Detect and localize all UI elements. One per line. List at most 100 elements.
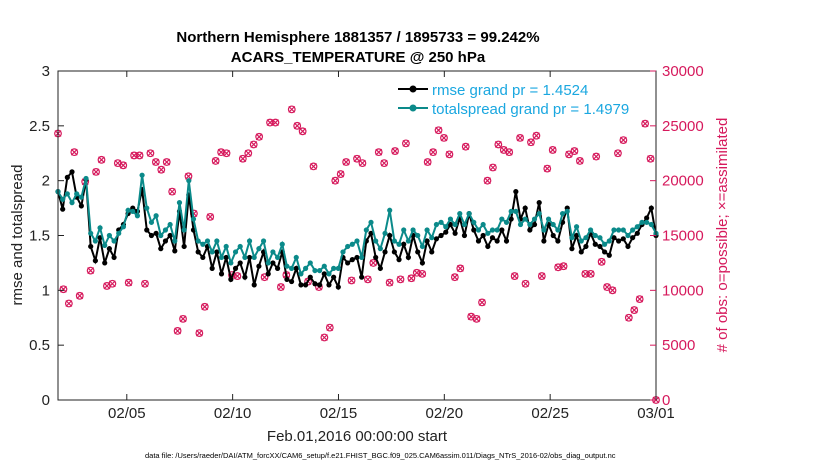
totalspread-point bbox=[611, 227, 617, 233]
obs-possible-point bbox=[162, 158, 171, 166]
obs-possible-point bbox=[635, 295, 644, 304]
rmse-point bbox=[237, 260, 243, 266]
totalspread-point bbox=[298, 271, 304, 277]
obs-possible-point bbox=[586, 269, 595, 278]
rmse-point bbox=[471, 227, 477, 233]
totalspread-point bbox=[457, 210, 463, 217]
rmse-point bbox=[433, 236, 440, 242]
totalspread-point bbox=[587, 227, 594, 233]
obs-possible-point bbox=[407, 274, 416, 283]
obs-possible-point bbox=[369, 259, 378, 267]
obs-possible-point bbox=[358, 159, 367, 168]
rmse-point bbox=[527, 227, 533, 233]
rmse-point bbox=[223, 254, 229, 261]
obs-possible-point bbox=[548, 146, 557, 154]
obs-possible-point bbox=[537, 272, 546, 280]
rmse-point bbox=[69, 169, 75, 175]
series-totalspread bbox=[55, 172, 659, 277]
totalspread-point bbox=[190, 216, 197, 222]
obs-possible-point bbox=[565, 150, 573, 159]
obs-possible-point bbox=[347, 276, 356, 285]
totalspread-point bbox=[401, 227, 407, 233]
rmse-point bbox=[298, 282, 304, 288]
rmse-point bbox=[616, 238, 622, 244]
totalspread-point bbox=[195, 238, 201, 244]
rmse-point bbox=[522, 205, 528, 211]
obs-assimilated-point bbox=[152, 158, 160, 166]
totalspread-point bbox=[345, 243, 351, 250]
totalspread-point bbox=[354, 238, 360, 244]
obs-possible-point bbox=[266, 118, 274, 127]
totalspread-point bbox=[616, 227, 622, 233]
obs-assimilated-point bbox=[174, 327, 182, 335]
rmse-point bbox=[274, 265, 281, 271]
obs-assimilated-point bbox=[614, 149, 622, 157]
obs-possible-point bbox=[353, 154, 361, 163]
obs-assimilated-point bbox=[522, 280, 529, 288]
obs-assimilated-point bbox=[244, 149, 252, 157]
y-axis-label-right: # of obs: o=possible; ×=assimilated bbox=[714, 118, 731, 353]
x-axis: 02/05 02/10 02/15 02/20 02/25 03/01 bbox=[108, 71, 675, 422]
obs-possible-point bbox=[249, 140, 258, 149]
rmse-point bbox=[246, 254, 253, 261]
obs-possible-point bbox=[619, 136, 628, 144]
rmse-point bbox=[64, 174, 70, 180]
y-right-tick-label: 5000 bbox=[662, 337, 695, 354]
rmse-point bbox=[307, 274, 313, 280]
rmse-point bbox=[550, 232, 556, 239]
totalspread-point bbox=[377, 246, 383, 252]
obs-assimilated-point bbox=[527, 138, 535, 146]
obs-possible-point bbox=[75, 291, 84, 300]
totalspread-point bbox=[545, 216, 552, 222]
rmse-point bbox=[508, 216, 514, 222]
rmse-point bbox=[218, 271, 225, 277]
obs-assimilated-point bbox=[456, 264, 464, 272]
y-right-tick-label: 0 bbox=[662, 392, 670, 409]
totalspread-point bbox=[172, 238, 178, 244]
totalspread-point bbox=[419, 243, 426, 250]
rmse-point bbox=[60, 206, 66, 212]
obs-assimilated-point bbox=[397, 275, 404, 283]
obs-possible-point bbox=[195, 329, 204, 338]
obs-possible-point bbox=[434, 126, 443, 135]
obs-assimilated-point bbox=[266, 119, 274, 126]
totalspread-point bbox=[517, 221, 524, 228]
obs-assimilated-point bbox=[233, 272, 241, 280]
x-tick-label: 03/01 bbox=[637, 405, 675, 422]
y-axis-right: 0 5000 10000 15000 20000 25000 30000 bbox=[650, 63, 704, 409]
obs-possible-point bbox=[179, 314, 187, 323]
obs-possible-point bbox=[608, 286, 617, 295]
rmse-point bbox=[326, 282, 332, 288]
obs-possible-point bbox=[233, 272, 242, 280]
totalspread-point bbox=[237, 243, 243, 250]
legend-spread-marker bbox=[409, 104, 417, 112]
totalspread-point bbox=[92, 238, 98, 244]
totalspread-point bbox=[97, 225, 103, 231]
obs-assimilated-point bbox=[609, 286, 616, 294]
obs-possible-point bbox=[287, 105, 296, 114]
obs-possible-point bbox=[483, 176, 492, 185]
totalspread-point bbox=[139, 172, 145, 178]
obs-possible-point bbox=[630, 306, 639, 314]
obs-assimilated-point bbox=[272, 119, 279, 126]
totalspread-point bbox=[573, 224, 580, 230]
rmse-point bbox=[480, 232, 486, 239]
obs-assimilated-point bbox=[310, 162, 317, 170]
totalspread-point bbox=[312, 267, 318, 274]
totalspread-point bbox=[396, 241, 402, 247]
obs-possible-point bbox=[135, 151, 144, 160]
totalspread-point bbox=[209, 249, 215, 255]
totalspread-point bbox=[288, 265, 295, 271]
rmse-point bbox=[569, 246, 575, 252]
rmse-point bbox=[232, 265, 239, 271]
totalspread-point bbox=[256, 246, 262, 252]
totalspread-point bbox=[284, 263, 290, 269]
rmse-point bbox=[499, 227, 505, 233]
obs-possible-point bbox=[396, 275, 405, 284]
rmse-point bbox=[503, 238, 510, 244]
y-right-tick-label: 25000 bbox=[662, 118, 704, 135]
obs-assimilated-point bbox=[565, 150, 573, 158]
totalspread-point bbox=[452, 221, 458, 228]
obs-possible-point bbox=[70, 148, 79, 157]
obs-possible-point bbox=[374, 148, 383, 157]
